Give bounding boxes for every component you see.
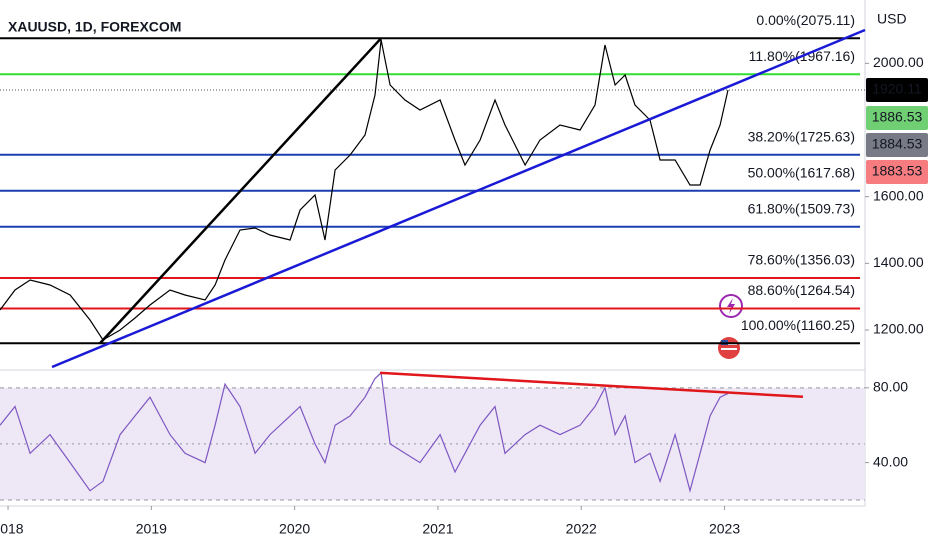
alert-icon (719, 294, 743, 318)
x-tick-label: 2019 (136, 521, 167, 537)
price-box (866, 132, 928, 157)
fib-label: 0.00%(2075.11) (756, 12, 855, 28)
y-tick-label: 1200.00 (873, 321, 924, 337)
fib-label: 78.60%(1356.03) (748, 252, 855, 268)
y-tick-label: 2000.00 (873, 54, 924, 70)
price-box-label: 1883.53 (872, 163, 923, 179)
fib-label: 50.00%(1617.68) (748, 164, 855, 180)
chart-title: XAUUSD, 1D, FOREXCOM (8, 19, 181, 35)
trend-line (51, 28, 866, 369)
trend-line (99, 37, 382, 345)
price-box (866, 105, 928, 130)
fib-label: 61.80%(1509.73) (748, 200, 855, 216)
y-tick-label: 1400.00 (873, 254, 924, 270)
x-tick-label: 2020 (279, 521, 310, 537)
x-tick-label: 2022 (566, 521, 597, 537)
price-box-label: 1884.53 (872, 136, 923, 152)
y-tick-label: 80.00 (873, 379, 908, 395)
fib-label: 100.00%(1160.25) (741, 317, 855, 333)
x-tick-label: 2018 (0, 521, 24, 537)
y-tick-label: 40.00 (873, 453, 908, 469)
event-flag-icon (718, 337, 740, 359)
x-tick-label: 2023 (709, 521, 740, 537)
currency-label: USD (877, 11, 907, 27)
price-box (866, 159, 928, 184)
fib-label: 38.20%(1725.63) (748, 128, 855, 144)
trend-line (379, 371, 804, 399)
price-box-label: 1920.11 (872, 81, 922, 97)
y-tick-label: 1600.00 (873, 187, 924, 203)
x-tick-label: 2021 (422, 521, 453, 537)
price-box-label: 1886.53 (872, 109, 923, 125)
fib-label: 88.60%(1264.54) (748, 282, 855, 298)
price-box (866, 77, 928, 102)
